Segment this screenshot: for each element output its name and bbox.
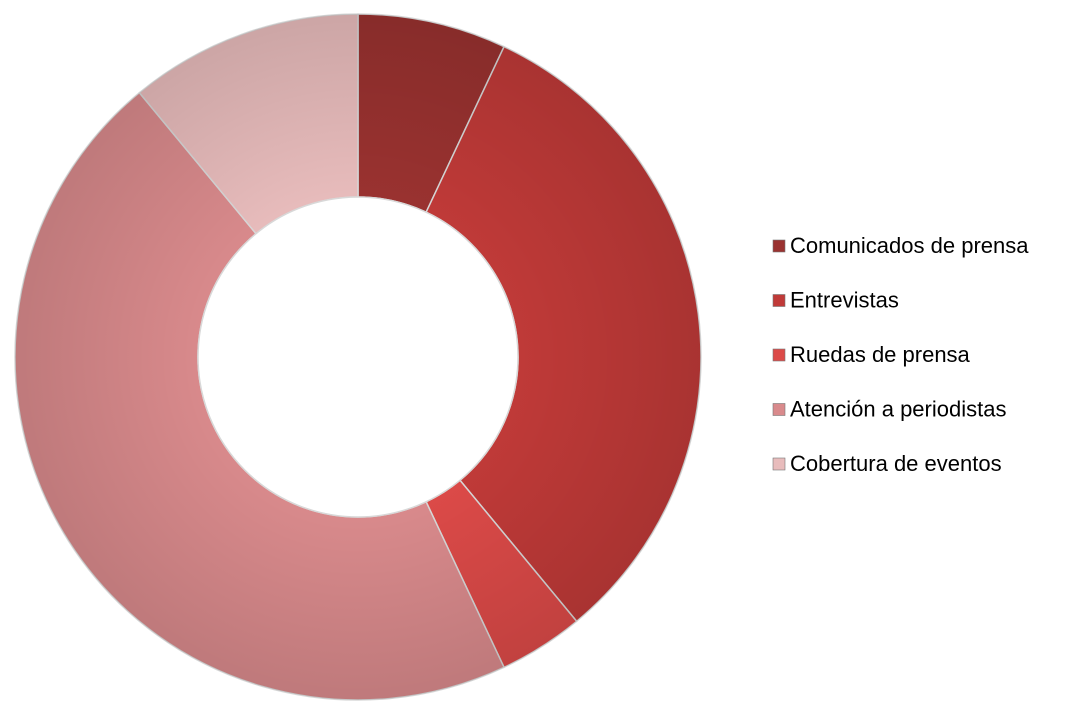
donut xyxy=(14,13,702,701)
legend-swatch xyxy=(772,403,786,416)
legend-label: Atención a periodistas xyxy=(790,396,1006,421)
donut-hole xyxy=(197,196,519,518)
legend-label: Comunicados de prensa xyxy=(790,233,1029,258)
legend-label: Entrevistas xyxy=(790,287,899,312)
legend-label: Ruedas de prensa xyxy=(790,342,971,367)
legend: Comunicados de prensa Entrevistas Ruedas d… xyxy=(772,233,1029,476)
legend-swatch xyxy=(772,294,786,307)
legend-swatch xyxy=(772,239,786,253)
legend-swatch xyxy=(772,348,786,362)
legend-swatch xyxy=(772,457,786,471)
legend-label: Cobertura de eventos xyxy=(790,451,1002,476)
